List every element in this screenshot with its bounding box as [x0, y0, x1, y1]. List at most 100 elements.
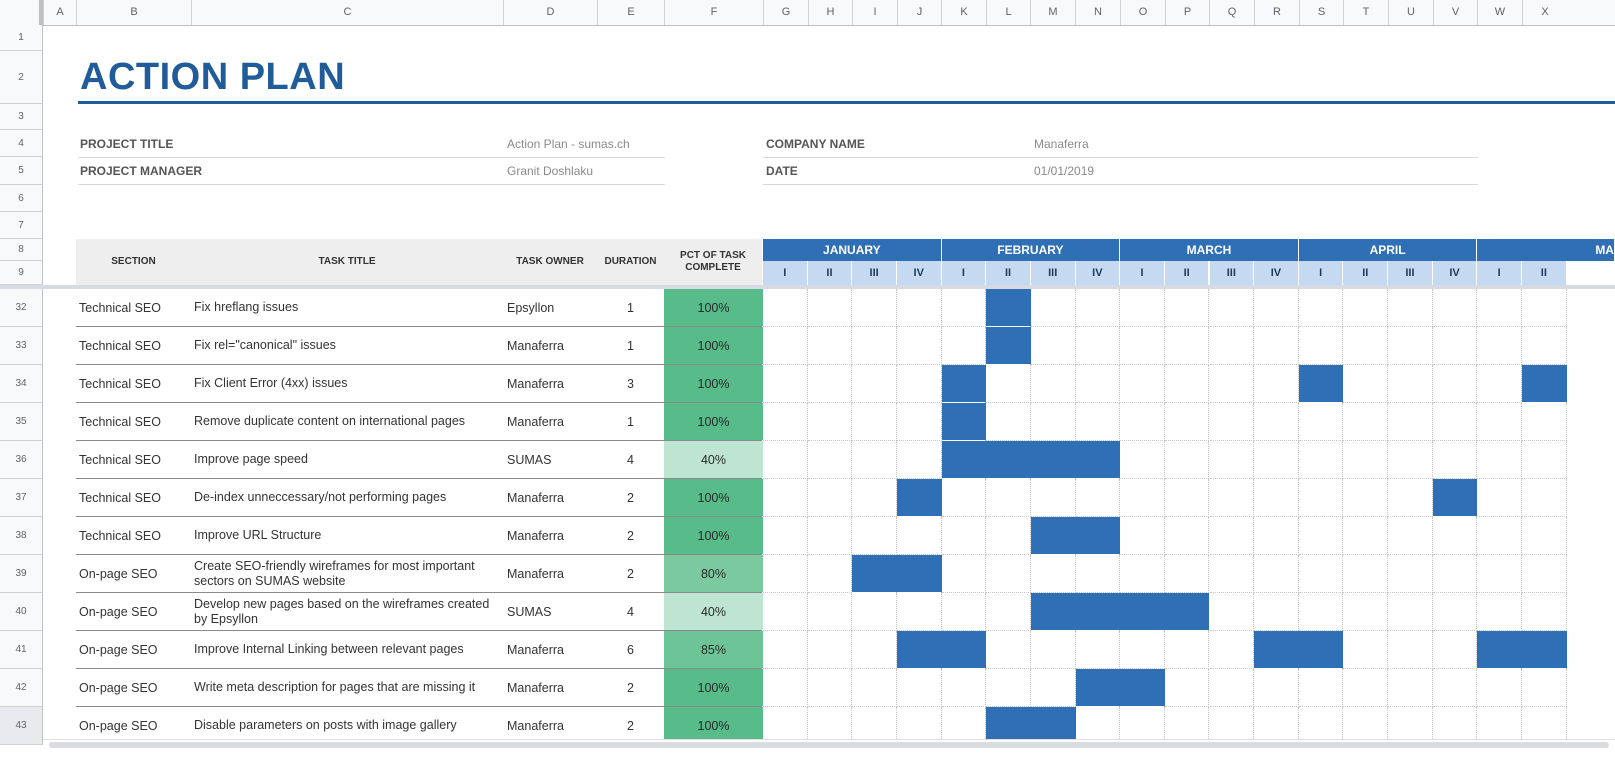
gantt-cell[interactable]: [807, 403, 853, 441]
section-cell[interactable]: Technical SEO: [79, 338, 161, 353]
gantt-cell[interactable]: [1120, 365, 1165, 403]
column-header-p[interactable]: P: [1165, 0, 1209, 25]
column-header-n[interactable]: N: [1075, 0, 1120, 25]
row-header[interactable]: 42: [0, 669, 43, 707]
duration-cell[interactable]: 2: [627, 528, 634, 543]
gantt-bar[interactable]: [1075, 517, 1121, 555]
gantt-cell[interactable]: [1120, 517, 1165, 555]
gantt-cell[interactable]: [763, 365, 808, 403]
gantt-cell[interactable]: [807, 441, 853, 479]
gantt-bar[interactable]: [896, 555, 942, 593]
column-header-u[interactable]: U: [1388, 0, 1433, 25]
gantt-cell[interactable]: [852, 479, 897, 517]
header-duration[interactable]: DURATION: [604, 256, 657, 267]
header-pct-complete[interactable]: PCT OF TASK COMPLETE: [664, 239, 762, 285]
gantt-cell[interactable]: [896, 669, 942, 707]
row-header[interactable]: 3: [0, 104, 43, 130]
gantt-cell[interactable]: [763, 289, 808, 327]
gantt-cell[interactable]: [1164, 441, 1210, 479]
gantt-cell[interactable]: [1522, 289, 1567, 327]
row-header[interactable]: 9: [0, 261, 43, 285]
gantt-cell[interactable]: [852, 365, 897, 403]
gantt-cell[interactable]: [1388, 593, 1433, 631]
month-header-february[interactable]: FEBRUARY: [941, 239, 1121, 261]
row-header[interactable]: 5: [0, 157, 43, 185]
gantt-cell[interactable]: [852, 631, 897, 669]
column-header-t[interactable]: T: [1343, 0, 1388, 25]
gantt-bar[interactable]: [1298, 631, 1344, 669]
task-title-cell[interactable]: Improve URL Structure: [194, 528, 322, 542]
gantt-cell[interactable]: [1343, 365, 1389, 403]
week-header[interactable]: I: [1298, 261, 1344, 285]
gantt-cell[interactable]: [1432, 555, 1478, 593]
gantt-bar[interactable]: [941, 403, 987, 441]
pct-complete-cell[interactable]: 100%: [664, 517, 763, 555]
column-header-k[interactable]: K: [941, 0, 986, 25]
gantt-cell[interactable]: [986, 479, 1031, 517]
gantt-cell[interactable]: [807, 555, 853, 593]
gantt-cell[interactable]: [1432, 403, 1478, 441]
task-title-cell[interactable]: Remove duplicate content on internationa…: [194, 414, 466, 428]
gantt-cell[interactable]: [1522, 555, 1567, 593]
gantt-cell[interactable]: [1209, 593, 1255, 631]
gantt-cell[interactable]: [1343, 517, 1389, 555]
column-header-j[interactable]: J: [897, 0, 941, 25]
table-row[interactable]: Technical SEO De-index unneccessary/not p…: [43, 479, 1615, 517]
gantt-cell[interactable]: [763, 555, 808, 593]
gantt-cell[interactable]: [1298, 289, 1344, 327]
column-header-c[interactable]: C: [191, 0, 503, 25]
column-header-x[interactable]: X: [1522, 0, 1567, 25]
gantt-bar[interactable]: [986, 707, 1031, 745]
task-title-cell[interactable]: Write meta description for pages that ar…: [194, 680, 476, 694]
table-row[interactable]: Technical SEO Fix hreflang issues Epsyllon…: [43, 289, 1615, 327]
gantt-cell[interactable]: [1298, 403, 1344, 441]
section-cell[interactable]: Technical SEO: [79, 452, 161, 467]
gantt-cell[interactable]: [1209, 555, 1255, 593]
gantt-cell[interactable]: [986, 365, 1031, 403]
gantt-bar[interactable]: [941, 365, 987, 403]
gantt-cell[interactable]: [1522, 517, 1567, 555]
scrollbar-thumb[interactable]: [49, 742, 1609, 748]
gantt-cell[interactable]: [1432, 327, 1478, 365]
section-cell[interactable]: Technical SEO: [79, 490, 161, 505]
gantt-bar[interactable]: [852, 555, 897, 593]
gantt-cell[interactable]: [1209, 517, 1255, 555]
duration-cell[interactable]: 4: [627, 604, 634, 619]
gantt-cell[interactable]: [763, 593, 808, 631]
table-row[interactable]: Technical SEO Fix rel="canonical" issues M…: [43, 327, 1615, 365]
gantt-cell[interactable]: [1075, 327, 1121, 365]
gantt-bar[interactable]: [1030, 441, 1076, 479]
gantt-cell[interactable]: [941, 517, 987, 555]
task-owner-cell[interactable]: SUMAS: [507, 604, 552, 619]
week-header[interactable]: III: [1209, 261, 1255, 285]
task-title-cell[interactable]: Disable parameters on posts with image g…: [194, 718, 457, 732]
gantt-cell[interactable]: [1209, 631, 1255, 669]
gantt-cell[interactable]: [1388, 289, 1433, 327]
week-header[interactable]: II: [1522, 261, 1567, 285]
header-task-title[interactable]: TASK TITLE: [318, 256, 376, 267]
row-header[interactable]: 1: [0, 25, 43, 51]
gantt-cell[interactable]: [1164, 327, 1210, 365]
row-header[interactable]: 37: [0, 479, 43, 517]
duration-cell[interactable]: 2: [627, 718, 634, 733]
gantt-cell[interactable]: [1477, 669, 1523, 707]
column-header-b[interactable]: B: [76, 0, 191, 25]
gantt-cell[interactable]: [1164, 479, 1210, 517]
gantt-cell[interactable]: [807, 669, 853, 707]
gantt-bar[interactable]: [1030, 517, 1076, 555]
gantt-cell[interactable]: [1030, 555, 1076, 593]
gantt-cell[interactable]: [1388, 327, 1433, 365]
gantt-cell[interactable]: [1522, 479, 1567, 517]
gantt-cell[interactable]: [807, 631, 853, 669]
pct-complete-cell[interactable]: 100%: [664, 707, 763, 745]
gantt-cell[interactable]: [852, 593, 897, 631]
section-cell[interactable]: Technical SEO: [79, 300, 161, 315]
gantt-cell[interactable]: [1343, 479, 1389, 517]
month-header-april[interactable]: APRIL: [1298, 239, 1478, 261]
task-title-cell[interactable]: Create SEO-friendly wireframes for most …: [194, 558, 475, 588]
gantt-cell[interactable]: [1030, 403, 1076, 441]
table-row[interactable]: Technical SEO Improve page speed SUMAS 4 40%: [43, 441, 1615, 479]
gantt-cell[interactable]: [807, 327, 853, 365]
section-cell[interactable]: Technical SEO: [79, 376, 161, 391]
pct-complete-cell[interactable]: 40%: [664, 441, 763, 479]
